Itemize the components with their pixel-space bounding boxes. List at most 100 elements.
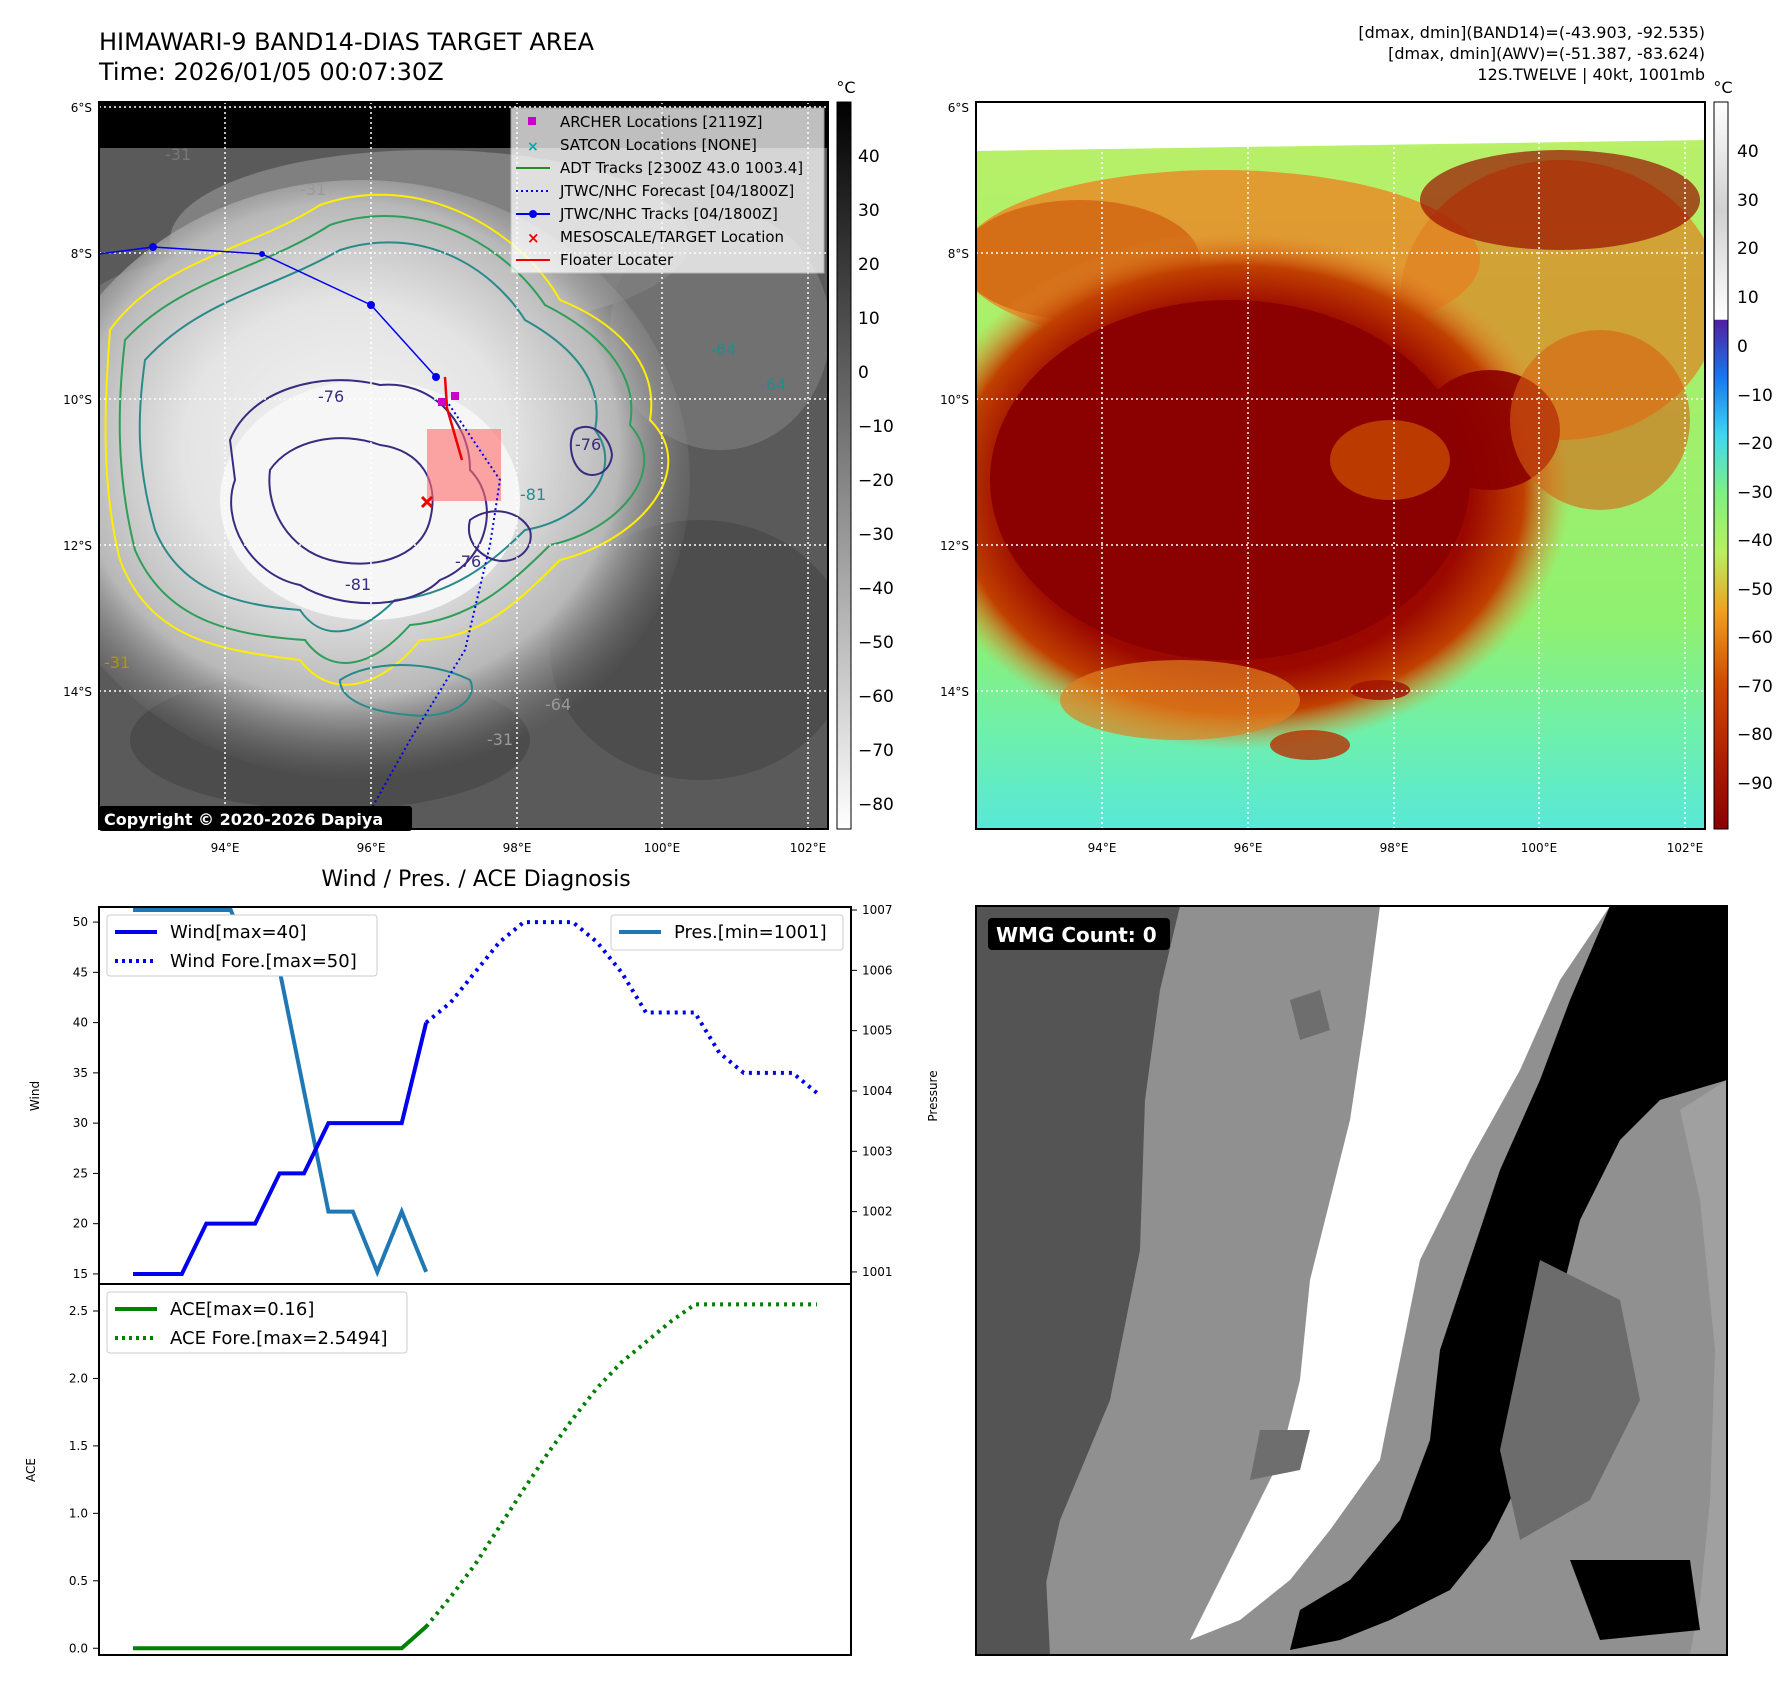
legend-archer-icon [528,117,536,125]
awv-colorbar-tick: 30 [1737,191,1759,211]
contour-yellow [104,193,670,686]
ir-colorbar-tick: −10 [858,417,894,437]
ir-colorbar-tick: 10 [858,309,880,329]
ir-colorbar-tick: −70 [858,741,894,761]
ir-lon-label: 98°E [503,841,532,855]
awv-lat-label: 14°S [940,685,969,699]
legend-target-label: MESOSCALE/TARGET Location [560,228,784,246]
ir-colorbar-tick: −80 [858,795,894,815]
awv-colorbar-tick: −30 [1737,483,1773,503]
target-location-marker [420,495,434,509]
awv-colorbar-tick: −60 [1737,628,1773,648]
wmg-badge-bg [988,918,1170,950]
ace-legend: ACE[max=0.16] ACE Fore.[max=2.5494] [106,1291,408,1354]
awv-map-panel: 6°S 8°S 10°S 12°S 14°S 94°E 96°E 98°E 10… [940,78,1773,855]
copyright-badge-bg [99,806,412,831]
ir-colorbar: °C 40 30 20 10 0 −10 −20 −30 −40 −50 −60… [836,78,894,830]
ace-series-group [133,1302,817,1651]
contour-label: -64 [760,375,786,394]
awv-colorbar-tick: 20 [1737,239,1759,259]
pressure-y-tick-label: 1006 [862,963,893,977]
contour-labels: -31 -31 -76 -64 -64 -76 -81 -76 -81 -31 … [104,145,786,749]
floater-locater-line [443,376,464,461]
ace-y-tick-label: 0.5 [69,1574,88,1588]
wmg-frame [975,905,1728,1656]
ir-colorbar-unit: °C [836,78,855,97]
info-storm: 12S.TWELVE | 40kt, 1001mb [1477,65,1705,84]
pressure-y-tick-label: 1007 [862,903,893,917]
wind-y-ticks: 15 20 25 30 35 40 45 50 [73,915,99,1281]
legend-ace-label: ACE[max=0.16] [170,1299,314,1320]
ace-y-label: ACE [24,1458,38,1482]
ir-colorbar-tick: 20 [858,255,880,275]
ace-y-tick-label: 0.0 [69,1641,88,1655]
contour-label: -31 [165,145,191,164]
pressure-legend: Pres.[min=1001] [610,914,844,951]
awv-colorbar-tick: −90 [1737,774,1773,794]
wmg-black-region [1290,906,1727,1650]
awv-lon-label: 100°E [1521,841,1558,855]
legend-pressure-label: Pres.[min=1001] [674,922,827,943]
legend-wind-label: Wind[max=40] [170,922,307,943]
ir-map-panel: -31 -31 -76 -64 -64 -76 -81 -76 -81 -31 … [63,78,894,855]
wind-y-tick-label: 25 [73,1166,88,1180]
awv-gridlines [976,102,1705,829]
awv-colorbar: °C 40 30 20 10 0 −10 −20 −30 −40 −50 −60… [1713,78,1773,830]
awv-map-frame [975,101,1706,830]
ir-lat-label: 8°S [71,247,92,261]
contour-label: -76 [318,387,344,406]
wind-legend: Wind[max=40] Wind Fore.[max=50] [106,914,378,977]
awv-colorbar-tick: −80 [1737,725,1773,745]
awv-colorbar-tick: 40 [1737,142,1759,162]
ace-y-tick-label: 2.0 [69,1371,88,1385]
forecast-track-line [359,399,502,829]
ace-y-tick-label: 1.5 [69,1439,88,1453]
contour-label: -31 [300,180,326,199]
awv-colorbar-tick: −40 [1737,531,1773,551]
awv-lat-label: 10°S [940,393,969,407]
wind-y-tick-label: 30 [73,1116,88,1130]
ace-line [133,1625,428,1651]
ir-lon-label: 100°E [644,841,681,855]
info-band14: [dmax, dmin](BAND14)=(-43.903, -92.535) [1358,23,1705,42]
ir-lat-label: 10°S [63,393,92,407]
wmg-badge-text: WMG Count: 0 [996,923,1157,947]
pressure-y-tick-label: 1004 [862,1084,893,1098]
contour-purple-inner [268,437,434,565]
contour-label: -81 [345,575,371,594]
ir-lon-label: 96°E [357,841,386,855]
awv-colorbar-tick: −10 [1737,386,1773,406]
awv-lat-label: 6°S [948,101,969,115]
legend-jtwc-label: JTWC/NHC Tracks [04/1800Z] [559,205,778,223]
figure-title: HIMAWARI-9 BAND14-DIAS TARGET AREA [99,28,595,56]
contour-label: -64 [545,695,571,714]
contour-teal [138,241,607,633]
ir-colorbar-tick: −30 [858,525,894,545]
wind-y-tick-label: 45 [73,965,88,979]
awv-lon-label: 96°E [1234,841,1263,855]
pressure-y-tick-label: 1005 [862,1024,893,1038]
pressure-y-ticks: 1001 1002 1003 1004 1005 1006 1007 [851,903,893,1279]
contour-label: -31 [487,730,513,749]
awv-colorbar-tick: −50 [1737,580,1773,600]
contour-label: -64 [710,340,736,359]
target-area-box [427,429,501,501]
wind-y-tick-label: 35 [73,1066,88,1080]
ir-colorbar-tick: 40 [858,147,880,167]
pressure-y-tick-label: 1002 [862,1205,893,1219]
copyright-text: Copyright © 2020-2026 Dapiya [104,810,383,829]
figure-time: Time: 2026/01/05 00:07:30Z [98,58,444,86]
awv-colorbar-tick: −20 [1737,434,1773,454]
ace-chart: 0.0 0.5 1.0 1.5 2.0 2.5 ACE ACE[max=0.16] ACE… [24,1283,852,1656]
contour-green [118,215,646,664]
ir-colorbar-tick: −20 [858,471,894,491]
contour-label: -31 [104,653,130,672]
wind-y-tick-label: 15 [73,1267,88,1281]
wind-forecast-line [424,920,819,1095]
ir-colorbar-tick: 0 [858,363,869,383]
ir-lat-label: 14°S [63,685,92,699]
legend-floater-label: Floater Locater [560,251,674,269]
ace-y-tick-label: 1.0 [69,1506,88,1520]
